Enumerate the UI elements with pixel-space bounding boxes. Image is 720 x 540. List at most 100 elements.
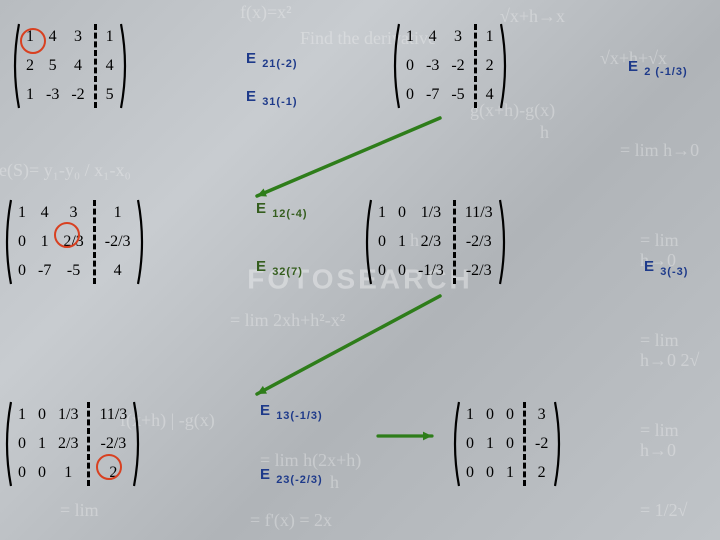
cell: 0	[400, 82, 420, 108]
cell: 0	[460, 431, 480, 457]
cell: 4	[420, 24, 445, 50]
aug-separator	[523, 402, 526, 486]
cell: 3	[445, 24, 470, 50]
aug-col: 3 -2 2	[529, 400, 554, 488]
aug-separator	[87, 402, 90, 486]
cell: 2	[529, 460, 554, 486]
cell: -2/3	[459, 258, 499, 284]
cell: 0	[12, 431, 32, 457]
cell: 0	[372, 229, 392, 255]
cell: 1/3	[52, 402, 84, 428]
cell: 2	[480, 53, 500, 79]
matrix-m5: 1000101/32/3111/3-2/32	[2, 400, 143, 488]
cell: 1	[100, 24, 120, 50]
arrow	[245, 106, 452, 208]
matrix-m6: 1000100013-22	[450, 400, 564, 488]
col: 3 -2 -5	[445, 22, 470, 110]
right-paren	[554, 400, 564, 488]
right-paren	[500, 22, 510, 110]
operation-label-e23: E 23(-2/3)	[260, 466, 323, 486]
cell: -1/3	[412, 258, 450, 284]
cell: 0	[32, 402, 52, 428]
cell: 2/3	[412, 229, 450, 255]
left-paren	[10, 22, 20, 110]
col: 0 0 1	[500, 400, 520, 488]
cell: -3	[40, 82, 65, 108]
pivot-circle	[96, 454, 122, 480]
cell: 1	[32, 431, 52, 457]
matrix-body: 1004-3-73-2-5124	[400, 22, 500, 110]
cell: -2/3	[99, 229, 137, 255]
cell: 0	[500, 402, 520, 428]
cell: 4	[65, 53, 90, 79]
cell: 3	[529, 402, 554, 428]
left-paren	[390, 22, 400, 110]
cell: -2	[529, 431, 554, 457]
col: 41-7	[32, 198, 57, 286]
matrix-m4: 1000101/32/3-1/311/3-2/3-2/3	[362, 198, 509, 286]
operation-label-e31: E 31(-1)	[246, 88, 298, 108]
col: 3 4 -2	[65, 22, 90, 110]
matrix-m2: 1004-3-73-2-5124	[390, 22, 510, 110]
content-layer: 12145-334-21451004-3-73-2-512410041-732/…	[0, 0, 720, 540]
operation-label-e32: E 32(7)	[256, 258, 303, 278]
pivot-circle	[20, 28, 46, 54]
right-paren	[120, 22, 130, 110]
aug-separator	[474, 24, 477, 108]
cell: 0	[372, 258, 392, 284]
left-paren	[2, 198, 12, 286]
cell: 1	[500, 460, 520, 486]
operation-label-e21: E 21(-2)	[246, 50, 298, 70]
operation-label-e2r: E 2 (-1/3)	[628, 58, 688, 78]
cell: 0	[12, 229, 32, 255]
cell: 1	[400, 24, 420, 50]
col: 100	[12, 198, 32, 286]
cell: 5	[40, 53, 65, 79]
right-paren	[133, 400, 143, 488]
cell: -5	[445, 82, 470, 108]
cell: -3	[420, 53, 445, 79]
col: 010	[392, 198, 412, 286]
aug-col: 11/3-2/3-2/3	[459, 198, 499, 286]
cell: 1	[480, 431, 500, 457]
pivot-circle	[54, 222, 80, 248]
cell: 4	[100, 53, 120, 79]
cell: 2/3	[52, 431, 84, 457]
cell: -2/3	[93, 431, 133, 457]
cell: 0	[500, 431, 520, 457]
col: 1/32/3-1/3	[412, 198, 450, 286]
left-paren	[2, 400, 12, 488]
col: 010	[480, 400, 500, 488]
cell: 1	[52, 460, 84, 486]
cell: 1	[12, 200, 32, 226]
cell: -2	[445, 53, 470, 79]
cell: 2	[20, 53, 40, 79]
cell: 4	[480, 82, 500, 108]
cell: 1	[392, 229, 412, 255]
col: 100	[12, 400, 32, 488]
left-paren	[362, 198, 372, 286]
col: 1 0 0	[400, 22, 420, 110]
cell: 0	[12, 460, 32, 486]
operation-label-e3r: E 3(-3)	[644, 258, 688, 278]
cell: -2	[65, 82, 90, 108]
matrix-body: 1000100013-22	[460, 400, 554, 488]
col: 010	[32, 400, 52, 488]
cell: 1	[480, 24, 500, 50]
cell: 0	[400, 53, 420, 79]
cell: 1	[460, 402, 480, 428]
col: 100	[372, 198, 392, 286]
right-paren	[137, 198, 147, 286]
arrow	[366, 424, 444, 448]
cell: 0	[480, 460, 500, 486]
cell: 3	[65, 24, 90, 50]
cell: 0	[392, 258, 412, 284]
cell: -2/3	[459, 229, 499, 255]
cell: 5	[100, 82, 120, 108]
cell: 4	[32, 200, 57, 226]
cell: -5	[57, 258, 89, 284]
cell: -7	[32, 258, 57, 284]
aug-col: 1 2 4	[480, 22, 500, 110]
col: 100	[460, 400, 480, 488]
col: 1/3 2/3 1	[52, 400, 84, 488]
